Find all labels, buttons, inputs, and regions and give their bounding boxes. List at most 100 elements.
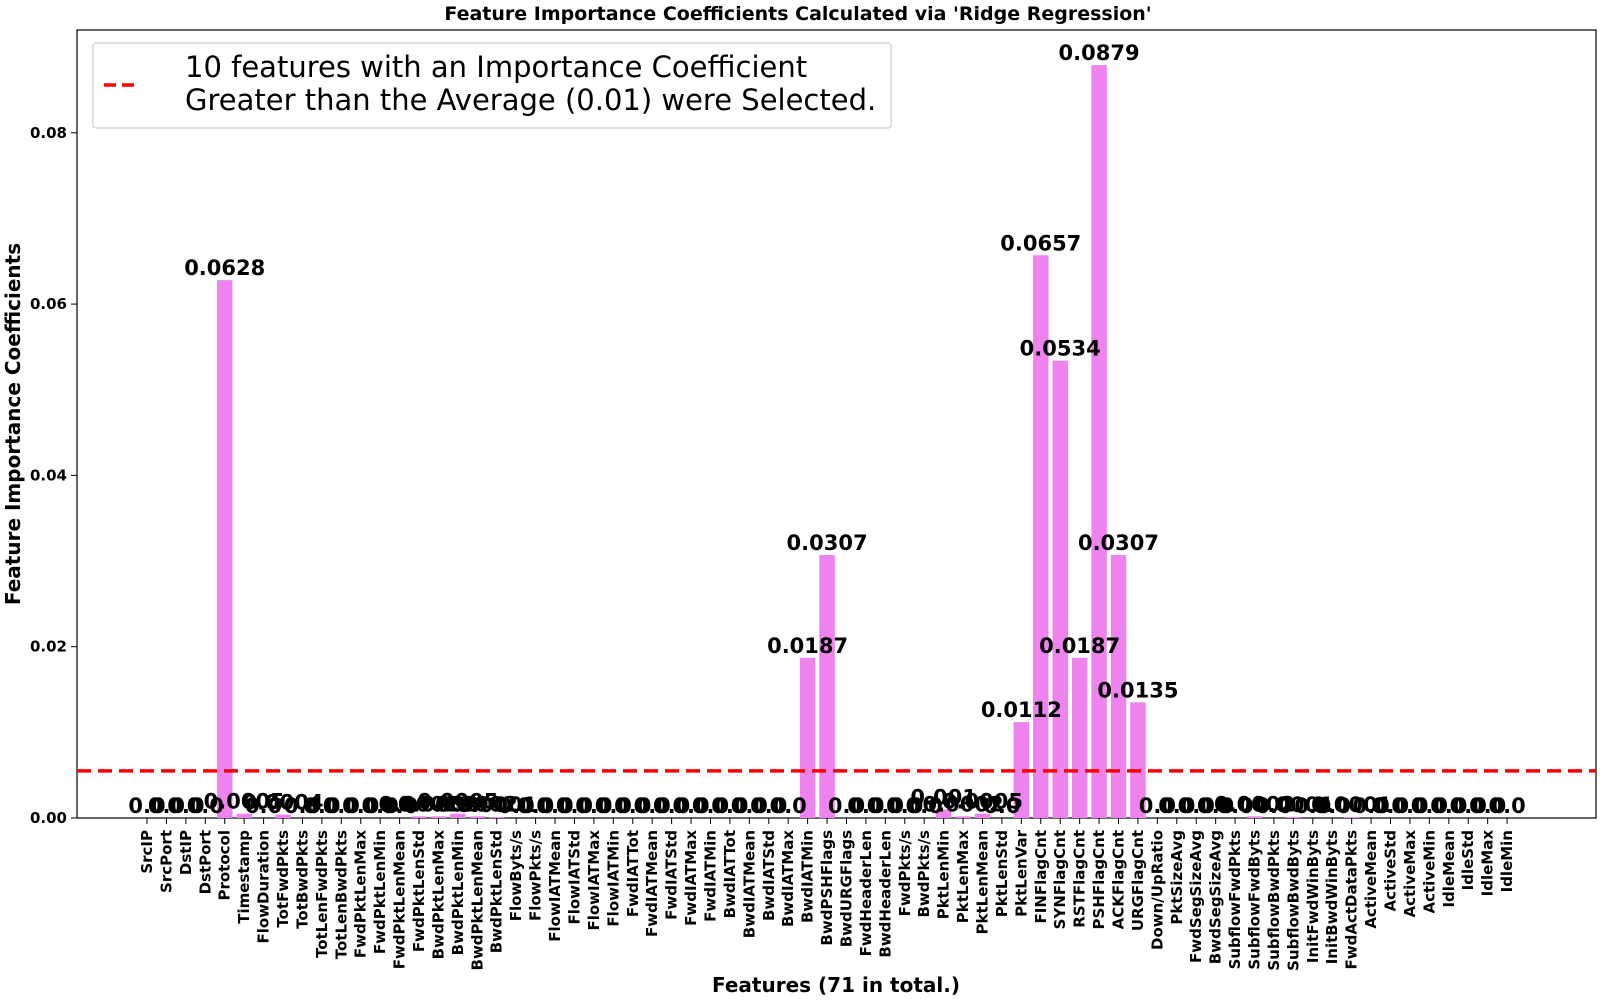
bar-value-label: 0.0 — [342, 794, 379, 818]
x-tick-label: PktLenStd — [993, 830, 1011, 917]
legend-text-line: Greater than the Average (0.01) were Sel… — [185, 83, 876, 117]
bar-value-label: 0.0112 — [981, 698, 1062, 722]
legend-box — [92, 42, 892, 129]
bar-value-label: 0.0 — [303, 794, 340, 818]
x-tick-label: PktLenVar — [1012, 829, 1030, 916]
x-tick-label: FwdPktLenMin — [371, 830, 389, 954]
bar-value-label: 0.0 — [556, 794, 593, 818]
bar-RSTFlagCnt — [1071, 657, 1088, 818]
x-tick-label: TotLenBwdPkts — [332, 830, 350, 959]
bar-value-label: 0.0 — [692, 794, 729, 818]
bar-value-label: 0.0 — [847, 794, 884, 818]
plot-frame — [76, 29, 1597, 819]
x-tick-label: TotLenFwdPkts — [313, 830, 331, 958]
bar-value-label: 0.0 — [517, 794, 554, 818]
x-tick-label: FwdIATMean — [643, 830, 661, 937]
x-tick-label: FlowIATMin — [604, 830, 622, 927]
bar-value-label: 0.0 — [672, 794, 709, 818]
bar-value-label: 0.0005 — [204, 790, 285, 814]
bar-value-label: 0.0 — [1450, 794, 1487, 818]
bar-value-label: 0.0 — [362, 794, 399, 818]
bar-value-label: 0.0534 — [1020, 337, 1101, 361]
x-tick-label: BwdHeaderLen — [876, 830, 894, 958]
x-tick-label: SrcIP — [138, 830, 156, 874]
bar-value-label: 0.0 — [867, 794, 904, 818]
bar-FwdActDataPkts — [1343, 817, 1360, 818]
bar-value-label: 0.0 — [1197, 794, 1234, 818]
bar-value-label: 0.0 — [595, 794, 632, 818]
x-tick-label: SubflowFwdByts — [1246, 830, 1264, 970]
bar-FwdPktLenStd — [411, 816, 427, 818]
x-tick-label: SYNFlagCnt — [1051, 830, 1069, 929]
x-tick-label: BwdIATMean — [740, 830, 758, 938]
x-tick-label: SrcPort — [157, 830, 175, 893]
x-tick-label: BwdPktLenMin — [449, 830, 467, 955]
x-tick-label: InitFwdWinByts — [1304, 830, 1322, 963]
x-tick-label: FlowIATMax — [585, 830, 603, 931]
bar-value-label: 0.0 — [711, 794, 748, 818]
bar-value-label: 0.0002 — [398, 792, 479, 816]
x-tick-label: DstPort — [196, 830, 214, 894]
bar-value-label: 0.0 — [634, 794, 671, 818]
bar-value-label: 0.0 — [1391, 794, 1428, 818]
bar-value-label: 0.0002 — [923, 792, 1004, 816]
bar-value-label: 0.0 — [653, 794, 690, 818]
x-tick-label: Protocol — [216, 830, 234, 901]
bar-value-label: 0.0879 — [1059, 41, 1140, 65]
bar-value-label: 0.0187 — [767, 634, 848, 658]
x-axis: SrcIP SrcPort DstIP DstPort Protocol Timestam… — [138, 818, 1516, 971]
bar-value-label: 0.0628 — [184, 256, 265, 280]
y-tick-label: 0.00 — [30, 809, 67, 827]
bar-PktLenMin — [935, 809, 952, 818]
bar-value-label: 0.0135 — [1097, 678, 1178, 702]
bar-value-label: 0.0187 — [1039, 634, 1120, 658]
bar-FINFlagCnt — [1033, 255, 1049, 819]
bar-value-label: 0.0 — [731, 794, 768, 818]
bar-value-label: 0.0 — [284, 794, 321, 818]
x-tick-label: URGFlagCnt — [1129, 830, 1147, 931]
x-tick-label: FwdIATMax — [682, 830, 700, 926]
x-tick-label: IdleMean — [1440, 830, 1458, 908]
bar-Protocol — [216, 280, 233, 818]
x-axis-label: Features (71 in total.) — [712, 973, 960, 997]
x-tick-label: ACKFlagCnt — [1110, 830, 1128, 929]
x-tick-label: IdleMin — [1498, 830, 1516, 892]
plot-area: 0.00.00.00.00.06280.00050.00.00040.00.00… — [76, 29, 1597, 819]
x-tick-label: SubflowBwdPkts — [1265, 830, 1283, 971]
bar-value-label: 0.0001 — [456, 793, 537, 817]
x-tick-label: ActiveStd — [1382, 830, 1400, 911]
bar-value-label: 0.0 — [323, 794, 360, 818]
y-tick-label: 0.08 — [30, 124, 67, 142]
x-tick-label: FwdSegSizeAvg — [1187, 830, 1205, 963]
x-tick-label: FwdActDataPkts — [1343, 830, 1361, 970]
bar-BwdPktLenMean — [469, 816, 486, 818]
bar-value-label: 0.0 — [575, 794, 612, 818]
x-tick-label: ActiveMin — [1420, 830, 1438, 914]
bar-value-label: 0.0002 — [378, 792, 459, 816]
x-tick-label: FlowDuration — [255, 830, 273, 944]
x-tick-label: FwdPktLenMean — [391, 830, 409, 969]
x-tick-label: BwdIATMax — [779, 830, 797, 927]
x-tick-label: FwdPktLenStd — [410, 830, 428, 952]
bar-BwdPktLenMax — [430, 816, 447, 818]
y-tick-label: 0.02 — [30, 638, 67, 656]
bar-TotFwdPkts — [275, 814, 291, 818]
legend-entry-label: 10 features with an Importance Coefficie… — [185, 50, 876, 117]
bar-value-label: 0.0 — [1314, 794, 1351, 818]
bar-value-label: 0.0002 — [437, 792, 518, 816]
x-tick-label: FINFlagCnt — [1032, 830, 1050, 924]
bar-SYNFlagCnt — [1052, 360, 1068, 818]
bar-value-label: 0.0005 — [942, 790, 1023, 814]
data-labels-group: 0.00.00.00.00.06280.00050.00.00040.00.00… — [128, 41, 1525, 818]
bar-BwdPktLenStd — [488, 817, 505, 818]
bars-group — [216, 65, 1360, 819]
x-tick-label: DstIP — [177, 830, 195, 875]
bar-value-label: 0.0 — [245, 794, 282, 818]
x-tick-label: FwdHeaderLen — [857, 830, 875, 956]
bar-value-label: 0.0 — [750, 794, 787, 818]
bar-value-label: 0.0 — [187, 794, 224, 818]
bar-value-label: 0.0 — [1255, 794, 1292, 818]
bar-BwdPSHFlags — [819, 555, 835, 818]
x-tick-label: Down/UpRatio — [1148, 830, 1166, 950]
